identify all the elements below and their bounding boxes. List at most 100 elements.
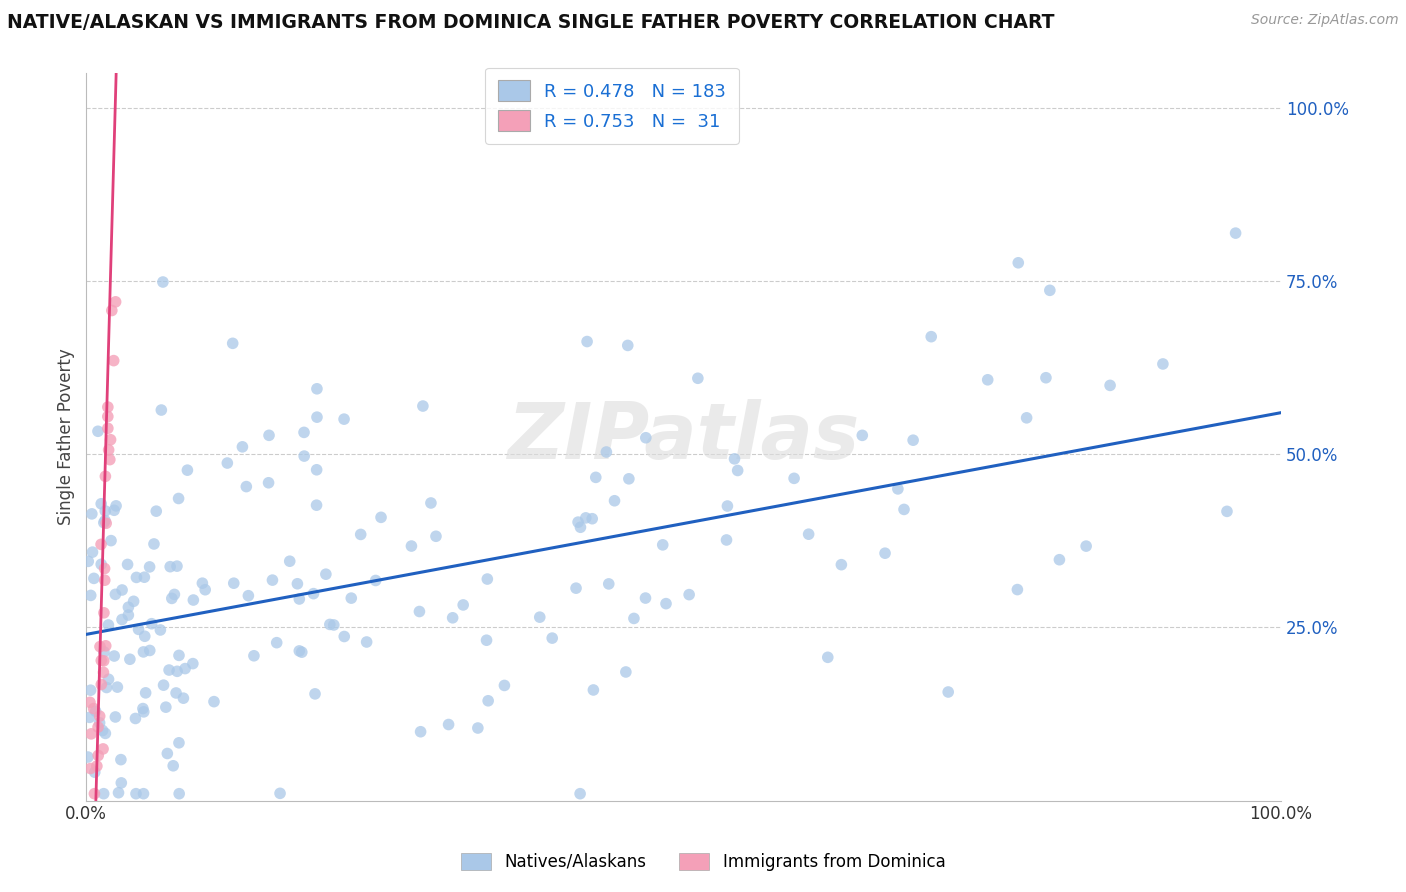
Point xyxy=(149,623,172,637)
Point xyxy=(302,587,325,601)
Point xyxy=(80,507,103,521)
Point xyxy=(104,710,127,724)
Point xyxy=(243,648,266,663)
Point xyxy=(107,786,129,800)
Y-axis label: Single Father Poverty: Single Father Poverty xyxy=(58,349,75,525)
Point xyxy=(569,520,592,534)
Point xyxy=(191,576,214,591)
Point xyxy=(100,433,122,447)
Point xyxy=(936,685,959,699)
Point xyxy=(96,681,118,695)
Point xyxy=(567,515,589,529)
Point xyxy=(124,711,146,725)
Legend: R = 0.478   N = 183, R = 0.753   N =  31: R = 0.478 N = 183, R = 0.753 N = 31 xyxy=(485,68,740,144)
Point xyxy=(97,400,120,414)
Point xyxy=(217,456,239,470)
Point xyxy=(94,514,117,528)
Point xyxy=(238,589,260,603)
Point xyxy=(111,582,134,597)
Point xyxy=(93,654,115,668)
Text: ZIPatlas: ZIPatlas xyxy=(508,399,859,475)
Point xyxy=(84,704,107,718)
Point xyxy=(451,598,474,612)
Point xyxy=(79,683,101,698)
Point xyxy=(716,499,738,513)
Point xyxy=(797,527,820,541)
Point xyxy=(893,502,915,516)
Point xyxy=(582,683,605,698)
Point xyxy=(235,480,257,494)
Point xyxy=(266,635,288,649)
Point xyxy=(94,573,117,587)
Point xyxy=(305,410,328,425)
Point xyxy=(1076,539,1098,553)
Point xyxy=(104,587,127,601)
Point xyxy=(132,787,155,801)
Point xyxy=(90,537,112,551)
Point xyxy=(87,748,110,763)
Point xyxy=(163,587,186,601)
Point xyxy=(156,747,179,761)
Point xyxy=(651,538,673,552)
Point xyxy=(727,463,749,477)
Point xyxy=(851,428,873,442)
Point xyxy=(141,616,163,631)
Point xyxy=(269,786,291,800)
Point xyxy=(97,673,120,687)
Point xyxy=(132,705,155,719)
Point xyxy=(98,452,121,467)
Point xyxy=(83,571,105,585)
Point xyxy=(194,582,217,597)
Point xyxy=(475,633,498,648)
Point xyxy=(1049,552,1071,566)
Point xyxy=(90,558,112,572)
Point xyxy=(125,570,148,584)
Point xyxy=(97,409,120,424)
Point xyxy=(93,516,115,530)
Point xyxy=(1007,256,1029,270)
Point xyxy=(278,554,301,568)
Point xyxy=(80,727,103,741)
Point xyxy=(333,412,356,426)
Point xyxy=(86,759,108,773)
Point xyxy=(135,686,157,700)
Point xyxy=(94,639,117,653)
Point xyxy=(305,463,328,477)
Point xyxy=(143,537,166,551)
Point xyxy=(723,451,745,466)
Point xyxy=(634,591,657,605)
Point xyxy=(166,665,188,679)
Point xyxy=(103,503,125,517)
Point xyxy=(97,421,120,435)
Point xyxy=(128,623,150,637)
Point xyxy=(77,750,100,764)
Point xyxy=(623,611,645,625)
Point xyxy=(152,275,174,289)
Point xyxy=(477,694,499,708)
Point xyxy=(288,644,311,658)
Point xyxy=(231,440,253,454)
Point xyxy=(139,643,162,657)
Point xyxy=(873,546,896,560)
Point xyxy=(319,617,342,632)
Point xyxy=(125,787,148,801)
Point xyxy=(1225,226,1247,240)
Point xyxy=(117,608,139,623)
Point xyxy=(167,491,190,506)
Point xyxy=(401,539,423,553)
Point xyxy=(288,592,311,607)
Point xyxy=(614,665,637,679)
Point xyxy=(105,680,128,694)
Point xyxy=(83,701,105,715)
Point xyxy=(412,399,434,413)
Point xyxy=(292,425,315,440)
Point xyxy=(817,650,839,665)
Point xyxy=(287,576,309,591)
Point xyxy=(91,723,114,738)
Point xyxy=(83,787,105,801)
Point xyxy=(1039,283,1062,297)
Point xyxy=(90,677,112,691)
Point xyxy=(222,336,245,351)
Point xyxy=(93,645,115,659)
Point xyxy=(634,431,657,445)
